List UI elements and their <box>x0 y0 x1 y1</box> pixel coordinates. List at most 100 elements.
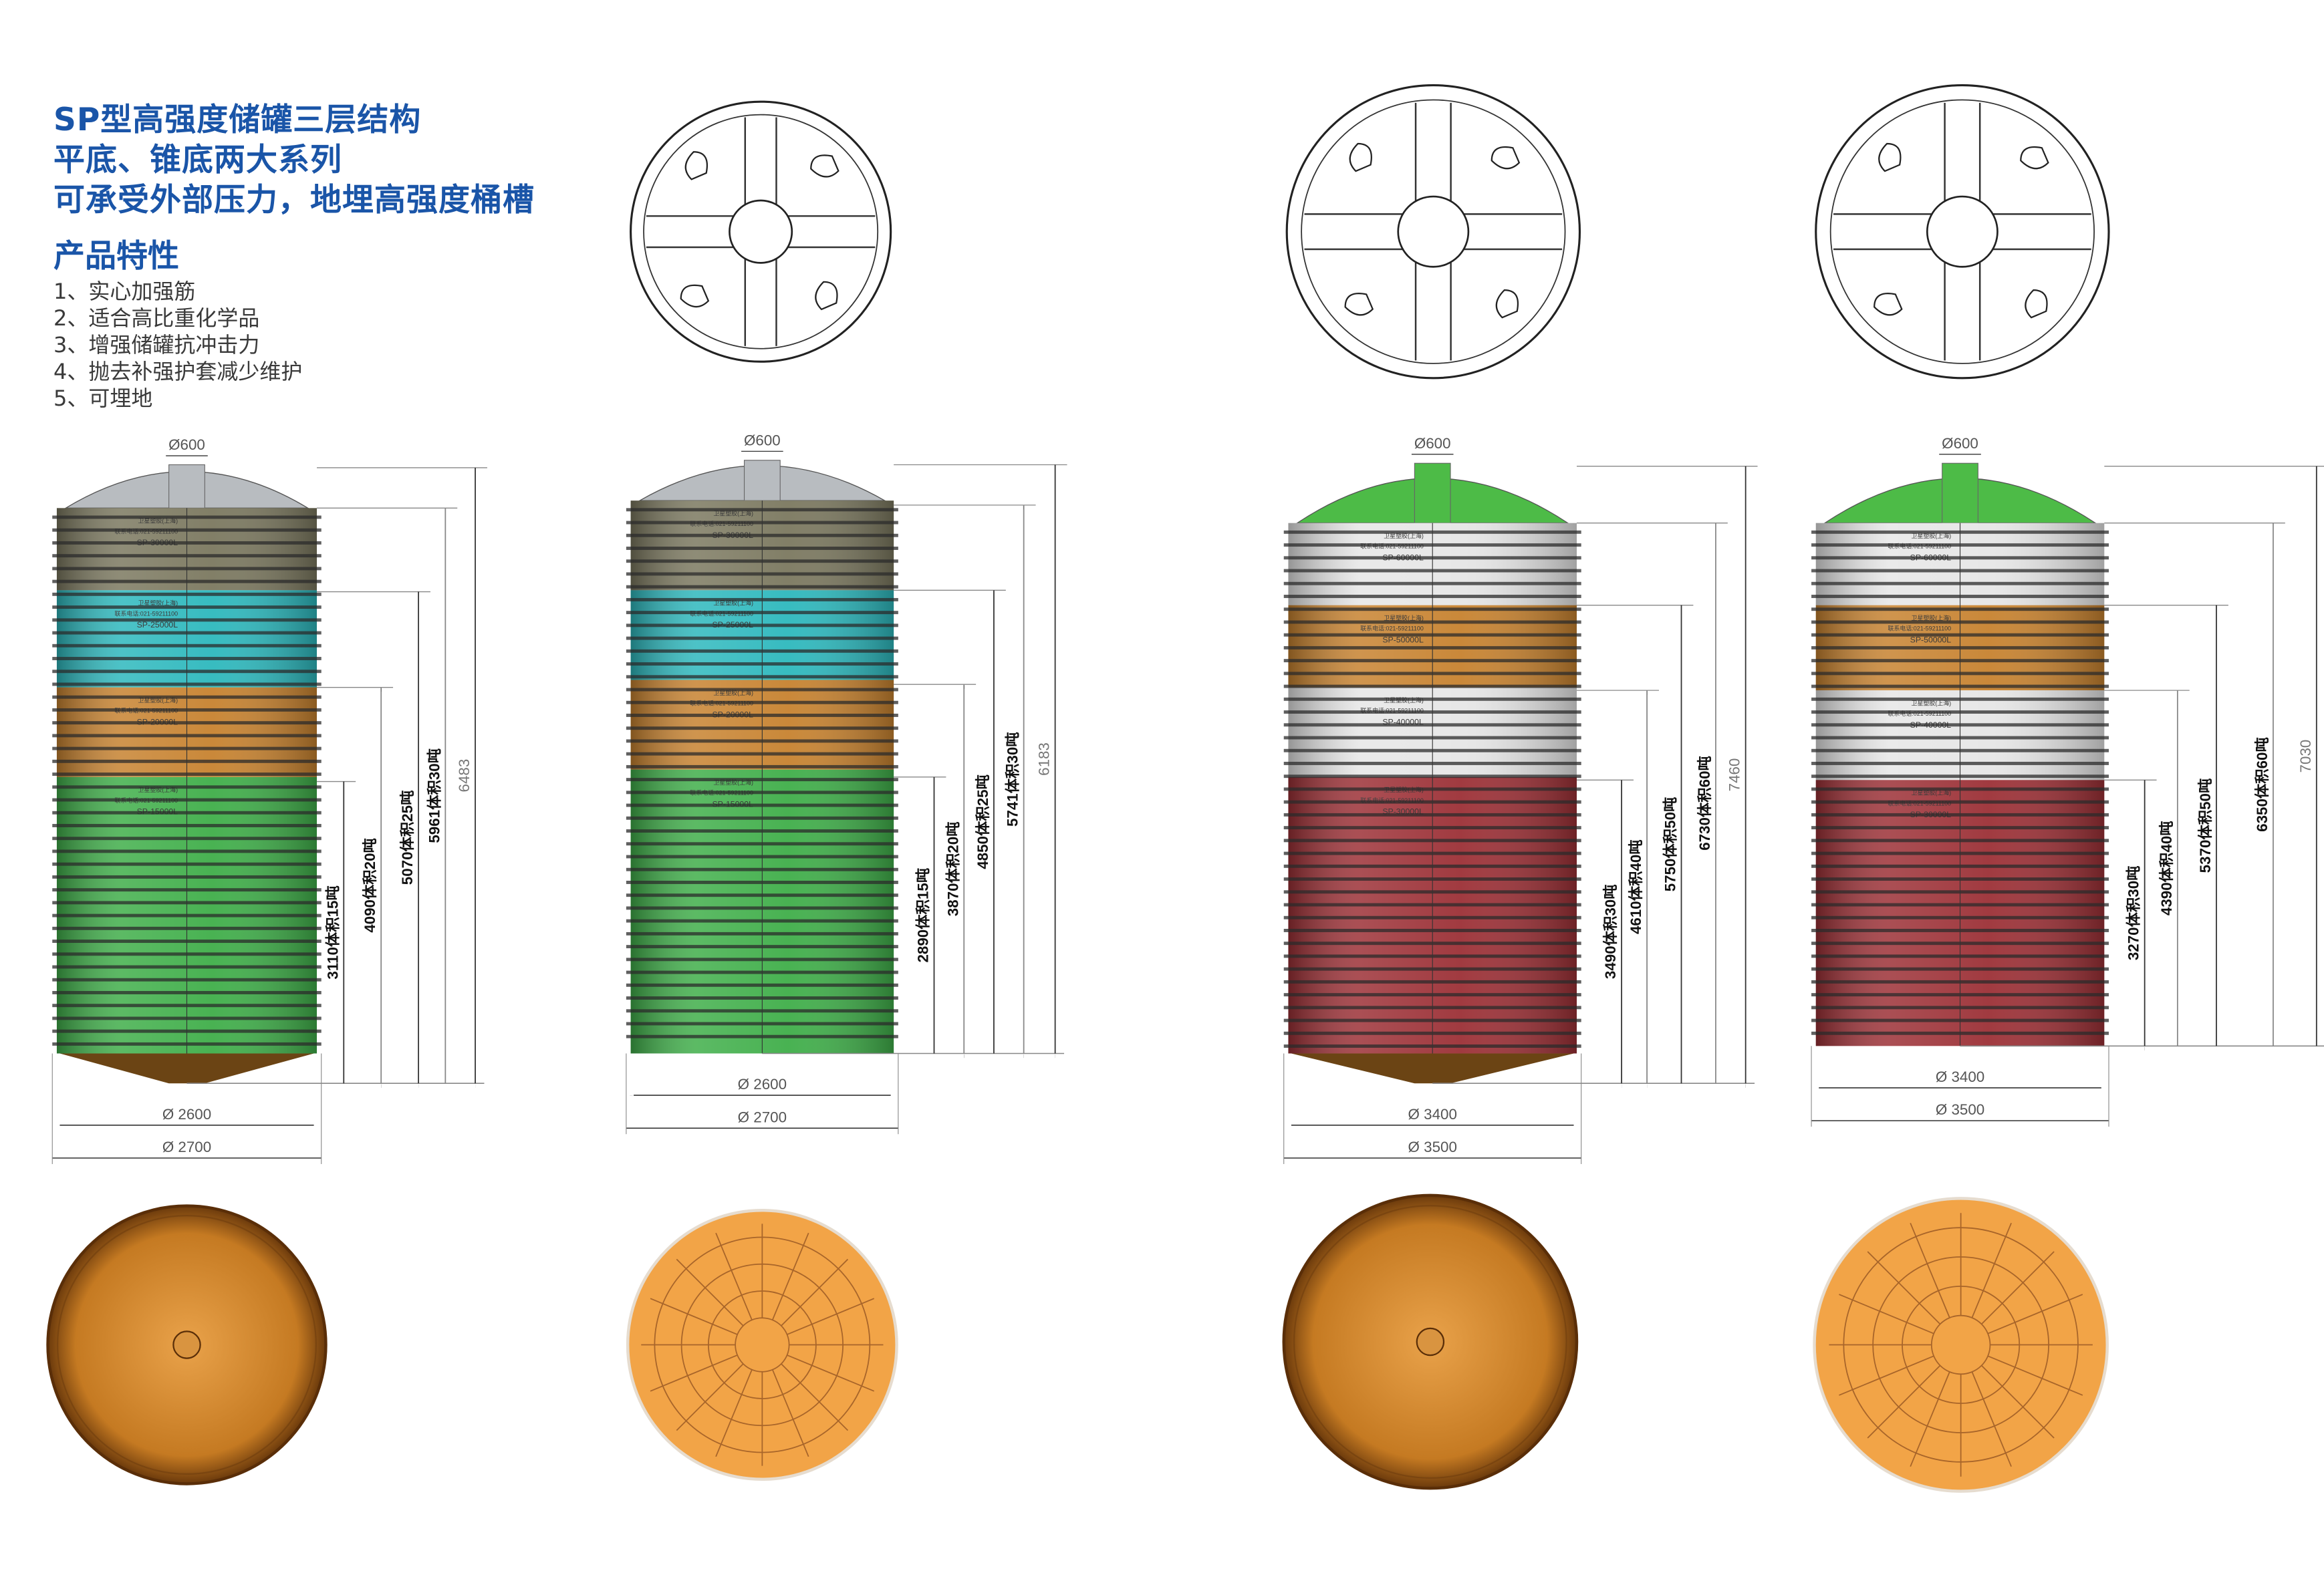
manhole-diameter-label: Ø600 <box>744 432 781 448</box>
features-heading: 产品特性 <box>53 238 179 275</box>
top-view-vent-hole <box>680 284 710 308</box>
base-view-radial-rib <box>781 1258 849 1326</box>
top-view-vent-hole <box>2025 289 2048 319</box>
base-view-radial-rib <box>1867 1365 1941 1439</box>
top-view-drawing <box>1285 84 1581 380</box>
inner-diameter-label: Ø 3400 <box>1408 1106 1457 1123</box>
total-height-label: 6483 <box>456 759 473 793</box>
outer-diameter-label: Ø 2700 <box>162 1139 211 1155</box>
base-view-radial-rib <box>1839 1355 1934 1396</box>
capacity-height-label: 5070体积25吨 <box>399 791 416 885</box>
top-view-inner-rim <box>1829 99 2095 364</box>
base-view-drawing <box>1282 1193 1579 1490</box>
tank-manhole-neck <box>168 464 205 509</box>
base-view-rim <box>56 1214 317 1475</box>
base-view-radial-rib <box>787 1354 875 1392</box>
tank-manhole-neck <box>1414 462 1451 524</box>
base-view-radial-rib <box>715 1232 753 1320</box>
inner-diameter-label: Ø 2600 <box>738 1076 787 1093</box>
tank-4: 卫星塑胶(上海)联系电话:021-59211100SP-60000L卫星塑胶(上… <box>1811 435 2324 1127</box>
capacity-height-label: 3490体积30吨 <box>1602 884 1619 979</box>
base-view-radial-rib <box>650 1298 738 1335</box>
capacity-height-label: 2890体积15吨 <box>915 868 932 963</box>
tank-cone-bottom <box>1291 1053 1574 1084</box>
capacity-height-label: 6730体积60吨 <box>1696 756 1713 851</box>
total-height-label: 6183 <box>1036 742 1053 776</box>
top-view-vent-hole <box>1349 142 1372 172</box>
capacity-height-label: 3270体积30吨 <box>2125 865 2142 960</box>
inner-diameter-label: Ø 3400 <box>1936 1068 1984 1085</box>
capacity-height-label: 4390体积40吨 <box>2158 821 2175 915</box>
capacity-height-label: 5370体积50吨 <box>2197 778 2214 873</box>
top-view-vent-hole <box>1491 146 1521 170</box>
feature-item: 1、实心加强筋 <box>53 279 196 304</box>
top-view-vent-hole <box>684 151 708 180</box>
outer-diameter-label: Ø 2700 <box>738 1109 787 1125</box>
base-view-outlet <box>172 1330 201 1359</box>
tank-1: 卫星塑胶(上海)联系电话:021-59211100SP-30000L卫星塑胶(上… <box>51 436 487 1164</box>
outer-diameter-label: Ø 3500 <box>1936 1101 1984 1118</box>
manhole-diameter-label: Ø600 <box>1942 435 1978 452</box>
base-view-radial-rib <box>1981 1251 2055 1325</box>
capacity-height-label: 4850体积25吨 <box>975 774 991 869</box>
top-view-vent-hole <box>815 281 838 311</box>
base-view-radial-rib <box>650 1354 738 1392</box>
tank-3: 卫星塑胶(上海)联系电话:021-59211100SP-60000L卫星塑胶(上… <box>1283 435 1758 1164</box>
total-height-label: 7460 <box>1726 758 1743 792</box>
top-view-vent-hole <box>2020 146 2049 170</box>
manhole-diameter-label: Ø600 <box>168 436 205 453</box>
base-view-drawing <box>46 1204 328 1485</box>
base-view-radial-rib <box>1987 1294 2083 1334</box>
feature-item: 2、适合高比重化学品 <box>53 305 260 331</box>
tank-manhole-neck <box>1942 462 1978 524</box>
feature-item: 4、抛去补强护套减少维护 <box>53 359 303 384</box>
capacity-height-label: 3870体积20吨 <box>944 821 961 916</box>
capacity-height-label: 4090体积20吨 <box>362 838 378 933</box>
base-view-radial-rib <box>771 1232 809 1320</box>
inner-diameter-label: Ø 2600 <box>162 1106 211 1123</box>
feature-item: 5、可埋地 <box>53 386 153 411</box>
base-view-radial-rib <box>771 1369 809 1457</box>
top-view-inner-rim <box>1301 99 1566 364</box>
base-view-rim <box>1293 1205 1567 1479</box>
capacity-height-label: 5961体积30吨 <box>426 748 442 843</box>
manhole-diameter-label: Ø600 <box>1414 435 1451 452</box>
base-view-radial-rib <box>1910 1371 1950 1467</box>
capacity-height-label: 3110体积15吨 <box>324 885 341 979</box>
base-view-radial-rib <box>1971 1371 2012 1467</box>
top-view-inner-rim <box>643 114 879 349</box>
top-view-manhole <box>1926 195 1998 268</box>
top-view-drawing <box>1815 84 2110 380</box>
base-view-radial-rib <box>1910 1222 1950 1318</box>
headline-line-1: SP型高强度储罐三层结构 <box>53 102 422 138</box>
base-view-radial-rib <box>676 1363 744 1431</box>
base-view-drawing <box>1813 1197 2109 1493</box>
outer-diameter-label: Ø 3500 <box>1408 1139 1457 1155</box>
base-view-radial-rib <box>676 1258 744 1326</box>
top-view-drawing <box>630 100 892 363</box>
base-view-radial-rib <box>1867 1251 1941 1325</box>
base-view-outlet <box>1416 1327 1445 1357</box>
base-view-radial-rib <box>715 1369 753 1457</box>
top-view-vent-hole <box>810 154 840 178</box>
capacity-height-label: 6350体积60吨 <box>2254 737 2271 832</box>
total-height-label: 7030 <box>2297 740 2314 773</box>
top-view-manhole <box>729 199 793 264</box>
headline-line-2: 平底、锥底两大系列 <box>53 142 342 178</box>
top-view-vent-hole <box>1874 293 1903 316</box>
headline-line-3: 可承受外部压力，地埋高强度桶槽 <box>53 182 535 219</box>
top-view-vent-hole <box>1344 293 1374 316</box>
base-view-drawing <box>626 1209 898 1481</box>
base-view-radial-rib <box>1971 1222 2012 1318</box>
tank-manhole-neck <box>743 460 781 501</box>
capacity-height-label: 5750体积50吨 <box>1662 797 1679 892</box>
tank-cone-bottom <box>59 1053 314 1084</box>
capacity-height-label: 5741体积30吨 <box>1005 732 1021 827</box>
top-view-manhole <box>1397 195 1470 268</box>
base-view-radial-rib <box>1987 1355 2083 1396</box>
feature-item: 3、增强储罐抗冲击力 <box>53 332 260 358</box>
base-view-radial-rib <box>787 1298 875 1335</box>
tank-2: 卫星塑胶(上海)联系电话:021-59211100SP-30000L卫星塑胶(上… <box>626 432 1067 1135</box>
